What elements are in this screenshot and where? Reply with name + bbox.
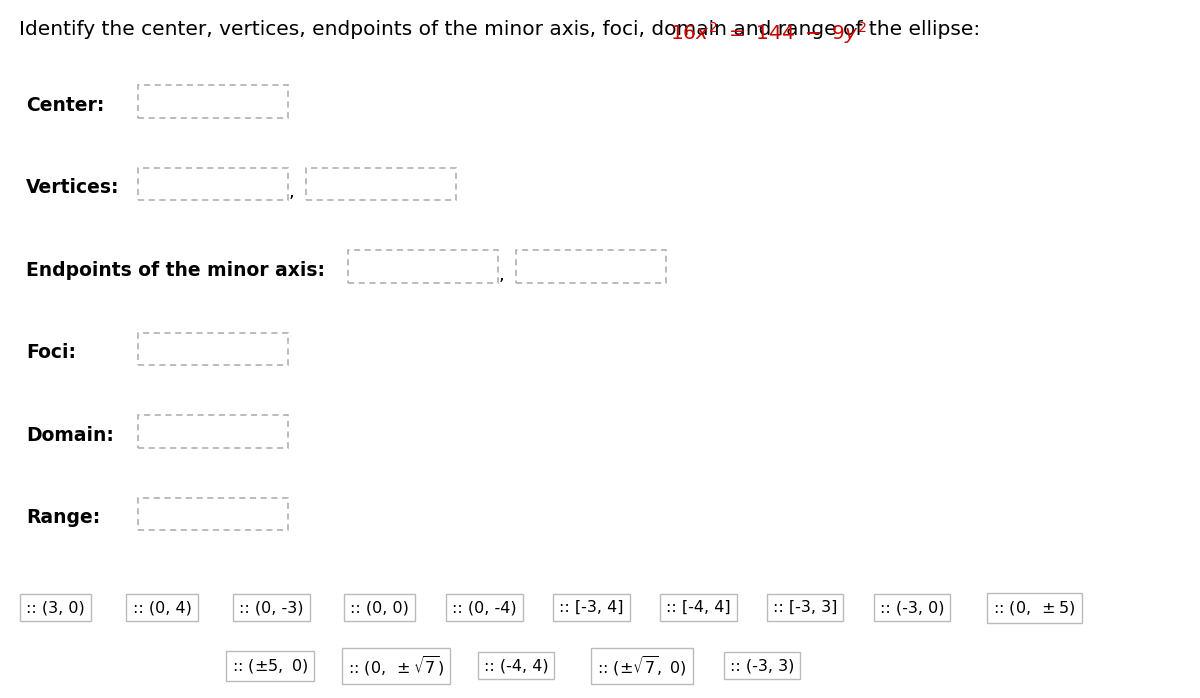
Bar bbox=[138, 168, 288, 200]
Text: :: (3, 0): :: (3, 0) bbox=[26, 600, 84, 615]
Text: ,: , bbox=[289, 184, 294, 201]
Text: :: (0, -3): :: (0, -3) bbox=[239, 600, 304, 615]
Text: :: $(0,\ \pm 5)$: :: $(0,\ \pm 5)$ bbox=[994, 599, 1075, 616]
Bar bbox=[138, 498, 288, 530]
Bar bbox=[138, 333, 288, 365]
Text: :: [-3, 4]: :: [-3, 4] bbox=[559, 600, 624, 615]
Bar bbox=[348, 251, 498, 283]
Text: :: $(\pm 5,\ 0)$: :: $(\pm 5,\ 0)$ bbox=[232, 657, 308, 675]
Text: :: $(0,\ \pm\sqrt{7})$: :: $(0,\ \pm\sqrt{7})$ bbox=[348, 654, 444, 678]
Text: $16x^2\ =\ 144\ -\ 9y^2$: $16x^2\ =\ 144\ -\ 9y^2$ bbox=[670, 20, 866, 46]
Text: Foci:: Foci: bbox=[26, 343, 77, 362]
Bar bbox=[306, 168, 456, 200]
Text: :: (0, 0): :: (0, 0) bbox=[349, 600, 409, 615]
Bar bbox=[516, 251, 666, 283]
Text: Range:: Range: bbox=[26, 508, 101, 527]
Text: :: (-3, 3): :: (-3, 3) bbox=[730, 658, 794, 673]
Text: :: (-3, 0): :: (-3, 0) bbox=[880, 600, 944, 615]
Text: Center:: Center: bbox=[26, 96, 104, 114]
Text: Endpoints of the minor axis:: Endpoints of the minor axis: bbox=[26, 261, 325, 280]
Text: Domain:: Domain: bbox=[26, 426, 114, 445]
Text: :: (0, 4): :: (0, 4) bbox=[132, 600, 192, 615]
Text: Vertices:: Vertices: bbox=[26, 178, 120, 198]
Text: ,: , bbox=[499, 266, 504, 284]
Text: :: [-4, 4]: :: [-4, 4] bbox=[666, 600, 731, 615]
Bar bbox=[138, 415, 288, 447]
Text: :: (-4, 4): :: (-4, 4) bbox=[484, 658, 548, 673]
Text: :: $(\pm\sqrt{7},\ 0)$: :: $(\pm\sqrt{7},\ 0)$ bbox=[598, 654, 686, 678]
Text: :: (0, -4): :: (0, -4) bbox=[452, 600, 517, 615]
Bar bbox=[138, 85, 288, 118]
Text: :: [-3, 3]: :: [-3, 3] bbox=[773, 600, 838, 615]
Text: Identify the center, vertices, endpoints of the minor axis, foci, domain and ran: Identify the center, vertices, endpoints… bbox=[19, 20, 986, 39]
